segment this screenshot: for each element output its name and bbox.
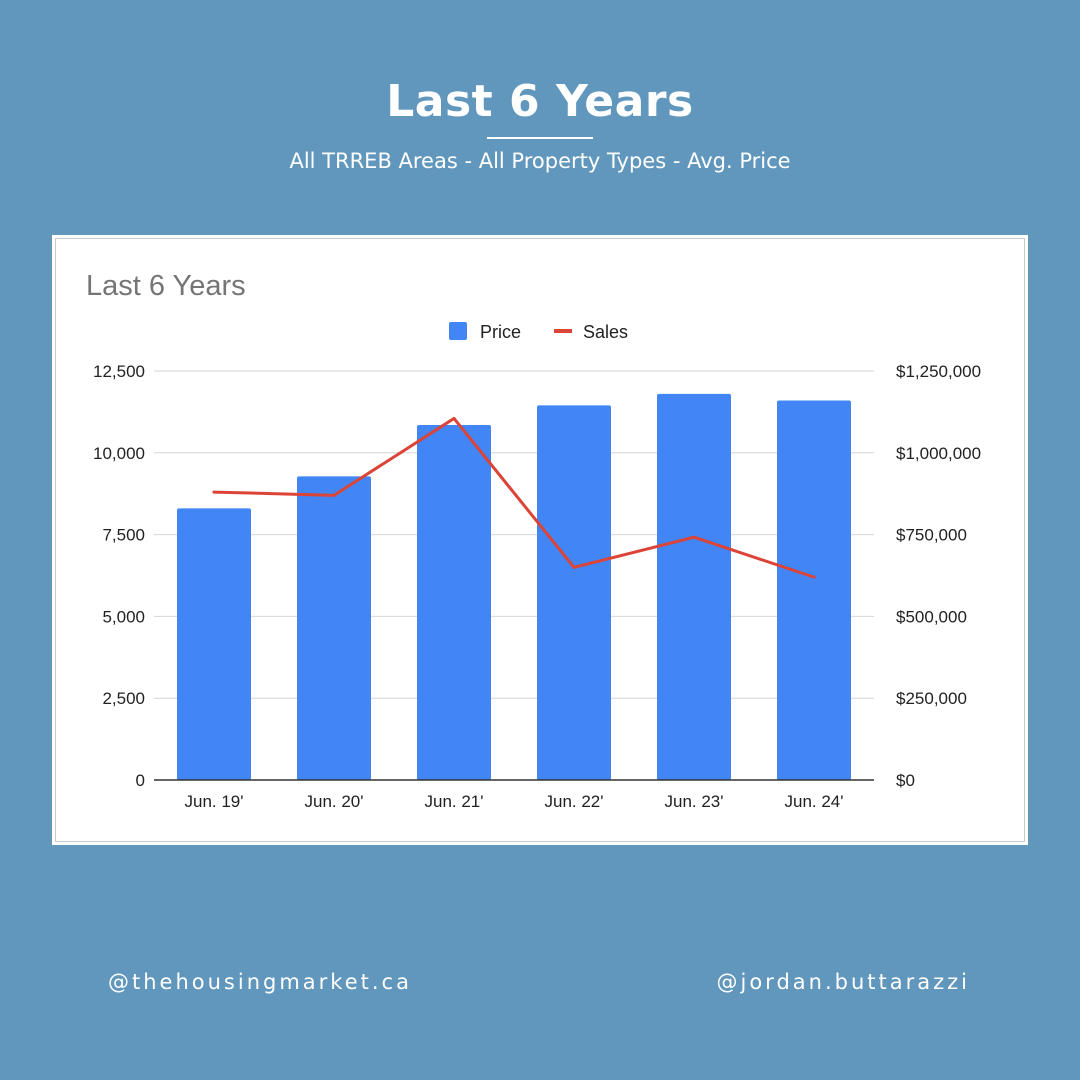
chart-card-border [55,238,1025,842]
y-left-tick-label: 0 [136,771,145,790]
legend-price-label: Price [480,322,521,342]
sales-point [212,490,216,494]
y-left-tick-label: 7,500 [102,526,145,545]
right-axis-ticks: $0 $250,000 $500,000 $750,000 $1,000,000 $1,2… [896,362,981,790]
x-tick-label: Jun. 19' [184,792,243,811]
left-axis-ticks: 0 2,500 5,000 7,500 10,000 12,500 [93,362,145,790]
x-tick-label: Jun. 24' [784,792,843,811]
y-right-tick-label: $0 [896,771,915,790]
y-left-tick-label: 2,500 [102,689,145,708]
x-tick-label: Jun. 22' [544,792,603,811]
x-axis-ticks: Jun. 19' Jun. 20' Jun. 21' Jun. 22' Jun. 23'… [184,792,843,811]
price-bars [177,393,851,780]
price-bar [657,393,731,780]
y-left-tick-label: 12,500 [93,362,145,381]
page-title: Last 6 Years [386,76,694,127]
price-bar [177,508,251,780]
sales-point [812,575,816,579]
page-subtitle: All TRREB Areas - All Property Types - A… [289,149,791,173]
sales-line [212,416,816,579]
legend-sales-label: Sales [583,322,628,342]
chart-title: Last 6 Years [86,270,246,302]
price-bar [297,476,371,780]
y-right-tick-label: $250,000 [896,689,967,708]
price-bar [777,400,851,780]
sales-line-path [212,416,816,579]
chart-card: Last 6 Years Price Sales 0 2,500 5,000 7,50… [52,235,1028,845]
legend-price-swatch [449,322,467,340]
sales-point [332,493,336,497]
y-right-tick-label: $1,250,000 [896,362,981,381]
x-tick-label: Jun. 21' [424,792,483,811]
combo-chart: Last 6 Years Price Sales 0 2,500 5,000 7,50… [86,270,981,811]
y-right-tick-label: $1,000,000 [896,444,981,463]
price-bar [537,405,611,780]
y-right-tick-label: $500,000 [896,607,967,626]
chart-legend: Price Sales [449,322,628,342]
y-left-tick-label: 10,000 [93,444,145,463]
title-underline [487,137,593,139]
y-right-tick-label: $750,000 [896,526,967,545]
gridlines [154,370,874,699]
y-left-tick-label: 5,000 [102,607,145,626]
legend-sales-swatch [554,329,572,333]
price-bar [417,424,491,780]
website-handle: @thehousingmarket.ca [108,970,412,994]
x-tick-label: Jun. 23' [664,792,723,811]
sales-point [692,535,696,539]
sales-point [572,565,576,569]
x-tick-label: Jun. 20' [304,792,363,811]
sales-point [452,416,456,420]
instagram-handle: @jordan.buttarazzi [716,970,970,994]
